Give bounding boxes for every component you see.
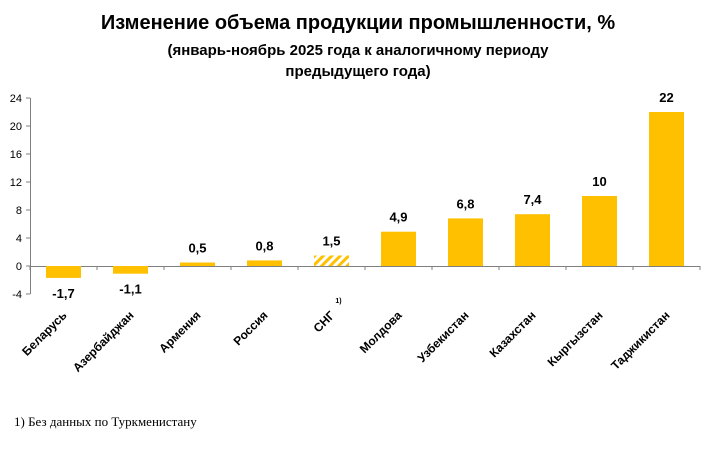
data-label: 10 (592, 174, 606, 189)
bar-10 (649, 112, 684, 266)
data-label: 22 (659, 90, 673, 105)
y-tick-label: 16 (10, 149, 22, 161)
data-label: 0,8 (255, 238, 273, 253)
y-tick-label: 4 (16, 233, 22, 245)
data-label: 0,5 (188, 241, 206, 256)
bar-4 (247, 260, 282, 266)
data-label: 7,4 (523, 192, 542, 207)
x-tick-label: Беларусь (19, 308, 69, 358)
bar-8 (515, 214, 550, 266)
bar-6 (381, 231, 416, 266)
y-tick-label: 8 (16, 205, 22, 217)
chart-title: Изменение объема продукции промышленност… (100, 12, 616, 34)
x-tick-label: Молдова (357, 308, 405, 356)
data-label: 6,8 (456, 196, 474, 211)
bar-7 (448, 218, 483, 266)
data-label: 4,9 (389, 210, 407, 225)
bar-2 (113, 266, 148, 274)
x-tick-label: СНГ (311, 308, 338, 335)
data-label: -1,1 (119, 282, 141, 297)
data-label: 1,5 (322, 234, 340, 249)
footnote: 1) Без данных по Туркменистану (14, 414, 197, 429)
bar-3 (180, 262, 215, 266)
bar-9 (582, 196, 617, 266)
x-tick-label: Узбекистан (415, 308, 472, 365)
y-tick-label: 24 (10, 93, 22, 105)
chart-subtitle: (январь-ноябрь 2025 года к аналогичному … (167, 42, 549, 80)
x-tick-label: Казахстан (487, 308, 539, 360)
y-tick-label: 0 (16, 261, 22, 273)
x-tick-label: Кыргызстан (545, 308, 606, 369)
x-tick-label: Таджикистан (608, 308, 672, 372)
y-tick-label: 12 (10, 177, 22, 189)
y-tick-label: 20 (10, 121, 22, 133)
data-label: -1,7 (52, 286, 74, 301)
footnote-marker: 1) (335, 298, 341, 305)
bar-5 (314, 255, 349, 266)
bar-1 (46, 266, 81, 278)
y-tick-label: -4 (12, 289, 22, 301)
x-tick-label: Россия (231, 308, 271, 348)
x-tick-label: Азербайджан (70, 308, 137, 375)
x-tick-label: Армения (156, 308, 203, 355)
